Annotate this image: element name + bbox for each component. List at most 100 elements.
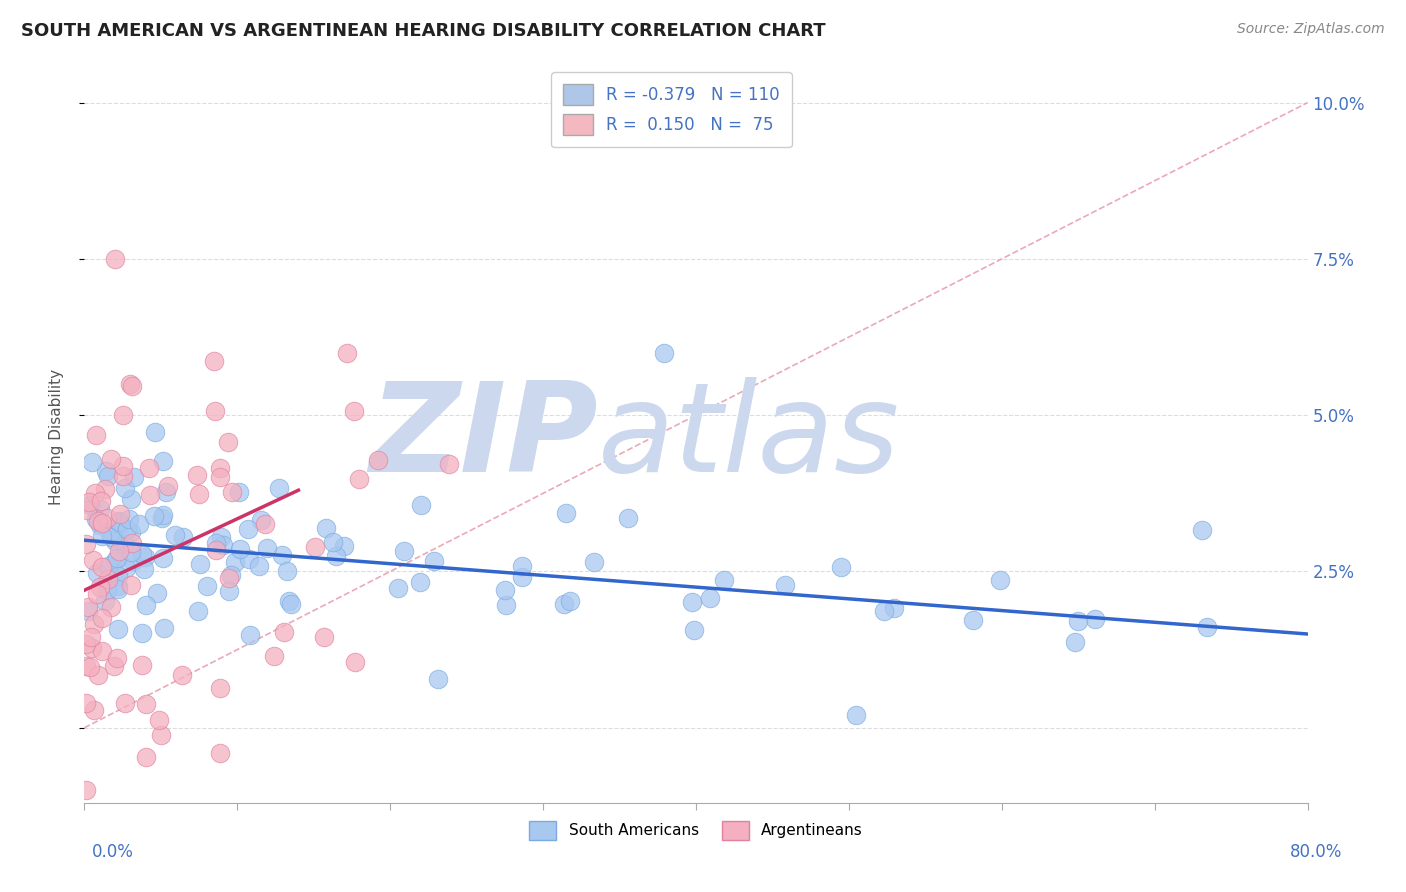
Point xyxy=(152,453,174,467)
Point xyxy=(553,597,575,611)
Point xyxy=(134,562,156,576)
Point xyxy=(101,530,124,544)
Point xyxy=(150,728,173,742)
Point xyxy=(86,587,108,601)
Point xyxy=(120,376,142,391)
Point xyxy=(111,408,134,422)
Y-axis label: Hearing Disability: Hearing Disability xyxy=(49,369,63,505)
Point xyxy=(75,697,97,711)
Point xyxy=(83,617,105,632)
Point xyxy=(120,492,142,507)
Point xyxy=(94,594,117,608)
Point xyxy=(239,628,262,642)
Point xyxy=(91,644,114,658)
Point xyxy=(96,511,118,525)
Point xyxy=(617,511,640,525)
Point xyxy=(681,595,703,609)
Point xyxy=(988,574,1011,588)
Point xyxy=(114,481,136,495)
Point xyxy=(156,479,179,493)
Point xyxy=(84,512,107,526)
Point xyxy=(315,520,337,534)
Point xyxy=(115,561,138,575)
Point xyxy=(187,487,209,501)
Point xyxy=(280,597,302,611)
Point xyxy=(304,541,326,555)
Point xyxy=(883,600,905,615)
Point xyxy=(224,555,246,569)
Point xyxy=(91,529,114,543)
Point xyxy=(263,649,285,664)
Point xyxy=(94,465,117,479)
Point xyxy=(75,537,97,551)
Point xyxy=(273,624,295,639)
Point xyxy=(336,346,359,360)
Point xyxy=(90,516,112,531)
Point xyxy=(205,542,228,557)
Point xyxy=(278,593,301,607)
Point xyxy=(1067,614,1090,628)
Point xyxy=(120,577,142,591)
Point xyxy=(111,468,134,483)
Point xyxy=(146,586,169,600)
Point xyxy=(77,495,100,509)
Point xyxy=(90,611,112,625)
Point xyxy=(121,536,143,550)
Point xyxy=(138,461,160,475)
Point xyxy=(131,626,153,640)
Point xyxy=(170,668,193,682)
Point xyxy=(437,457,460,471)
Point xyxy=(208,470,231,484)
Point xyxy=(135,598,157,612)
Point xyxy=(218,571,240,585)
Point xyxy=(104,554,127,568)
Point xyxy=(84,428,107,442)
Point xyxy=(773,578,796,592)
Point xyxy=(75,659,97,673)
Point xyxy=(254,516,277,531)
Point xyxy=(122,553,145,567)
Point xyxy=(217,434,239,449)
Point xyxy=(314,630,336,644)
Point xyxy=(343,404,366,418)
Point xyxy=(344,655,367,669)
Point xyxy=(104,534,127,549)
Point xyxy=(172,530,194,544)
Point xyxy=(238,552,260,566)
Point xyxy=(82,641,104,656)
Point xyxy=(228,541,250,556)
Point xyxy=(152,508,174,523)
Point xyxy=(209,681,232,696)
Point xyxy=(165,528,187,542)
Text: 0.0%: 0.0% xyxy=(91,843,134,861)
Point xyxy=(713,574,735,588)
Point xyxy=(108,507,131,521)
Point xyxy=(134,549,156,564)
Point xyxy=(89,580,111,594)
Point xyxy=(186,468,208,483)
Point xyxy=(86,566,108,581)
Point xyxy=(90,493,112,508)
Point xyxy=(80,455,103,469)
Point xyxy=(276,565,298,579)
Point xyxy=(100,452,122,467)
Point xyxy=(205,536,228,550)
Point xyxy=(107,579,129,593)
Point xyxy=(97,572,120,586)
Point xyxy=(121,378,143,392)
Point xyxy=(83,703,105,717)
Point xyxy=(228,484,250,499)
Point xyxy=(120,524,142,539)
Point xyxy=(79,498,101,512)
Point xyxy=(187,604,209,618)
Point xyxy=(683,623,706,637)
Point xyxy=(148,713,170,727)
Point xyxy=(188,557,211,571)
Point xyxy=(105,551,128,566)
Legend: South Americans, Argentineans: South Americans, Argentineans xyxy=(523,814,869,847)
Point xyxy=(554,506,576,520)
Point xyxy=(108,515,131,529)
Point xyxy=(325,549,347,564)
Point xyxy=(409,574,432,589)
Point xyxy=(1197,619,1219,633)
